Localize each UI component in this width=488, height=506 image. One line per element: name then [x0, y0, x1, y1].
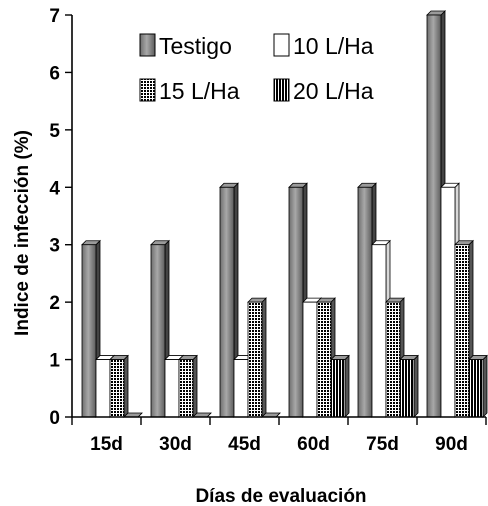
x-tick-label-45d: 45d — [228, 434, 261, 455]
y-tick-label: 1 — [49, 351, 60, 372]
bar-20-l-ha-75d — [399, 354, 419, 418]
legend-item-15-l-ha: 15 L/Ha — [139, 78, 240, 104]
legend-item-testigo: Testigo — [139, 33, 232, 59]
legend-swatch-testigo — [139, 33, 156, 57]
y-axis-label: Indice de infección (%) — [12, 130, 33, 336]
x-tick-label-30d: 30d — [159, 434, 192, 455]
legend-swatch-20-l-ha — [273, 78, 290, 102]
bar-20-l-ha-90d — [468, 354, 488, 418]
y-tick-label: 0 — [49, 408, 60, 429]
y-tick-label: 6 — [49, 63, 60, 84]
ticks-group: 0 1 2 3 4 5 6 7 15d 30d 45d 60d 75d 90d — [49, 6, 487, 455]
legend-label-20-l-ha: 20 L/Ha — [293, 78, 374, 104]
legend-label-10-l-ha: 10 L/Ha — [293, 33, 374, 59]
bar-15-l-ha-30d — [178, 354, 198, 418]
x-tick-label-75d: 75d — [366, 434, 399, 455]
legend-item-10-l-ha: 10 L/Ha — [273, 33, 374, 59]
y-tick-label: 2 — [49, 293, 60, 314]
legend-swatch-10-l-ha — [273, 33, 290, 57]
legend: Testigo 10 L/Ha 15 L/Ha 20 L/Ha — [139, 33, 374, 104]
x-tick-label-60d: 60d — [297, 434, 330, 455]
bars-group — [81, 10, 488, 418]
legend-swatch-15-l-ha — [139, 78, 156, 102]
y-tick-label: 7 — [49, 6, 60, 27]
bar-15-l-ha-15d — [109, 354, 129, 418]
legend-item-20-l-ha: 20 L/Ha — [273, 78, 374, 104]
bar-15-l-ha-45d — [247, 297, 267, 418]
y-tick-label: 3 — [49, 236, 60, 257]
x-axis-label: Días de evaluación — [195, 486, 366, 506]
axes-group — [71, 15, 486, 418]
x-tick-label-90d: 90d — [435, 434, 468, 455]
x-tick-label-15d: 15d — [90, 434, 123, 455]
y-tick-label: 5 — [49, 121, 60, 142]
bar-20-l-ha-60d — [330, 354, 350, 418]
y-tick-label: 4 — [49, 178, 60, 199]
legend-label-testigo: Testigo — [159, 33, 232, 59]
legend-label-15-l-ha: 15 L/Ha — [159, 78, 240, 104]
